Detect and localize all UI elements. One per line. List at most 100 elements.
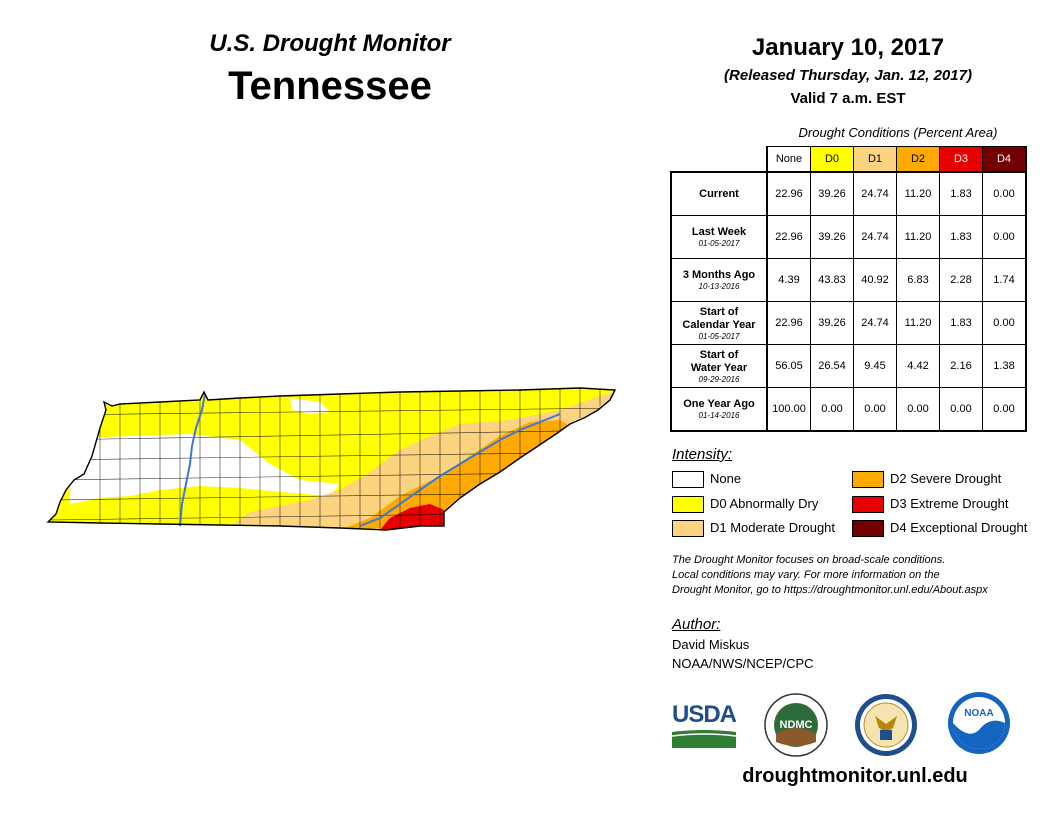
row-label: Start of Water Year 09-29-2016 bbox=[670, 344, 768, 388]
row-label: Current bbox=[670, 171, 768, 216]
table-cell: 26.54 bbox=[810, 344, 854, 388]
row-date: 10-13-2016 bbox=[698, 282, 740, 291]
river-tennessee-east bbox=[359, 413, 561, 527]
legend-item: D1 Moderate Drought bbox=[672, 519, 857, 537]
table-cell: 1.83 bbox=[939, 215, 983, 259]
state-outline bbox=[46, 387, 617, 531]
col-header-d1: D1 bbox=[853, 146, 897, 173]
note-line-3: Drought Monitor, go to https://droughtmo… bbox=[672, 584, 988, 596]
legend-item: D4 Exceptional Drought bbox=[852, 519, 1037, 537]
note-line-1: The Drought Monitor focuses on broad-sca… bbox=[672, 554, 946, 566]
table-cell: 24.74 bbox=[853, 215, 897, 259]
usda-logo-text: USDA bbox=[672, 701, 737, 728]
author-name: David Miskus bbox=[672, 637, 750, 652]
author-org: NOAA/NWS/NCEP/CPC bbox=[672, 656, 814, 671]
row-label: Start of Calendar Year 01-05-2017 bbox=[670, 301, 768, 345]
table-cell: 11.20 bbox=[896, 215, 940, 259]
table-cell: 22.96 bbox=[766, 301, 811, 345]
col-header-d0: D0 bbox=[810, 146, 854, 173]
row-date: 01-14-2016 bbox=[698, 411, 740, 420]
ndmc-logo-text: NDMC bbox=[780, 719, 813, 731]
legend-swatch bbox=[672, 496, 704, 513]
col-header-d2: D2 bbox=[896, 146, 940, 173]
row-label-text-2: Water Year bbox=[690, 361, 748, 374]
table-cell: 43.83 bbox=[810, 258, 854, 302]
table-cell: 1.83 bbox=[939, 301, 983, 345]
table-cell: 1.38 bbox=[982, 344, 1027, 388]
table-cell: 39.26 bbox=[810, 301, 854, 345]
author-title: Author: bbox=[672, 616, 721, 633]
info-note: The Drought Monitor focuses on broad-sca… bbox=[672, 553, 1042, 598]
legend-swatch bbox=[852, 496, 884, 513]
state-title: Tennessee bbox=[228, 64, 432, 108]
legend-label: D0 Abnormally Dry bbox=[710, 496, 819, 511]
table-row: 3 Months Ago 10-13-2016 4.39 43.83 40.92 6.83… bbox=[670, 258, 1027, 302]
table-cell: 0.00 bbox=[982, 387, 1027, 432]
row-date: 01-05-2017 bbox=[698, 331, 740, 341]
legend-item: D2 Severe Drought bbox=[852, 470, 1037, 488]
legend-swatch bbox=[672, 471, 704, 488]
row-label-text: Current bbox=[699, 187, 739, 200]
table-cell: 1.83 bbox=[939, 171, 983, 216]
doc-seal-logo bbox=[855, 694, 917, 756]
legend-item: D3 Extreme Drought bbox=[852, 495, 1037, 513]
table-cell: 0.00 bbox=[810, 387, 854, 432]
map-date: January 10, 2017 bbox=[751, 34, 945, 61]
row-label-text: Last Week bbox=[691, 226, 747, 238]
table-cell: 2.16 bbox=[939, 344, 983, 388]
table-cell: 24.74 bbox=[853, 301, 897, 345]
row-label-text: Start of bbox=[699, 305, 739, 318]
table-row: Current 22.96 39.26 24.74 11.20 1.83 0.00 bbox=[670, 171, 1027, 216]
table-cell: 4.42 bbox=[896, 344, 940, 388]
row-date: 09-29-2016 bbox=[698, 374, 740, 384]
table-cell: 11.20 bbox=[896, 171, 940, 216]
table-corner bbox=[671, 146, 768, 173]
valid-time: Valid 7 a.m. EST bbox=[790, 90, 906, 107]
usda-logo: USDA bbox=[671, 701, 737, 748]
legend-label: D2 Severe Drought bbox=[890, 471, 1002, 486]
ndmc-logo: NDMC bbox=[764, 693, 828, 757]
legend-item: D0 Abnormally Dry bbox=[672, 495, 857, 513]
table-cell: 22.96 bbox=[766, 215, 811, 259]
table-cell: 0.00 bbox=[982, 301, 1027, 345]
website-url[interactable]: droughtmonitor.unl.edu bbox=[742, 765, 968, 787]
release-date: (Released Thursday, Jan. 12, 2017) bbox=[724, 67, 972, 84]
table-cell: 0.00 bbox=[939, 387, 983, 432]
table-cell: 100.00 bbox=[766, 387, 811, 432]
row-label-text: 3 Months Ago bbox=[682, 269, 756, 281]
legend-swatch bbox=[852, 471, 884, 488]
col-header-none: None bbox=[766, 146, 811, 173]
table-cell: 56.05 bbox=[766, 344, 811, 388]
row-date: 01-05-2017 bbox=[698, 239, 740, 248]
noaa-logo-text: NOAA bbox=[964, 708, 993, 719]
table-cell: 22.96 bbox=[766, 171, 811, 216]
area-none-west bbox=[70, 434, 340, 504]
noaa-logo: NOAA bbox=[948, 692, 1010, 754]
table-cell: 39.26 bbox=[810, 171, 854, 216]
row-label: 3 Months Ago 10-13-2016 bbox=[670, 258, 768, 302]
table-cell: 0.00 bbox=[982, 215, 1027, 259]
legend-label: None bbox=[710, 471, 742, 486]
col-header-d3: D3 bbox=[939, 146, 983, 173]
table-cell: 39.26 bbox=[810, 215, 854, 259]
table-cell: 1.74 bbox=[982, 258, 1027, 302]
row-label-text: One Year Ago bbox=[683, 398, 755, 410]
table-cell: 6.83 bbox=[896, 258, 940, 302]
table-row: Last Week 01-05-2017 22.96 39.26 24.74 11.20 1… bbox=[670, 215, 1027, 259]
col-header-d4: D4 bbox=[982, 146, 1027, 173]
drought-conditions-table: None D0 D1 D2 D3 D4 Current 22.96 39.26 24.… bbox=[670, 146, 1027, 432]
table-row: Start of Water Year 09-29-2016 56.05 26.54 9.… bbox=[670, 344, 1027, 388]
tennessee-drought-map bbox=[46, 387, 617, 531]
table-cell: 0.00 bbox=[853, 387, 897, 432]
legend-swatch bbox=[672, 520, 704, 537]
area-d2 bbox=[340, 420, 570, 530]
legend-title: Intensity: bbox=[672, 446, 733, 463]
monitor-title: U.S. Drought Monitor bbox=[209, 30, 451, 57]
table-cell: 9.45 bbox=[853, 344, 897, 388]
legend-label: D4 Exceptional Drought bbox=[890, 520, 1028, 535]
legend-label: D1 Moderate Drought bbox=[710, 520, 836, 535]
legend-swatch bbox=[852, 520, 884, 537]
table-cell: 0.00 bbox=[896, 387, 940, 432]
row-label: Last Week 01-05-2017 bbox=[670, 215, 768, 259]
note-line-2: Local conditions may vary. For more info… bbox=[672, 569, 940, 581]
